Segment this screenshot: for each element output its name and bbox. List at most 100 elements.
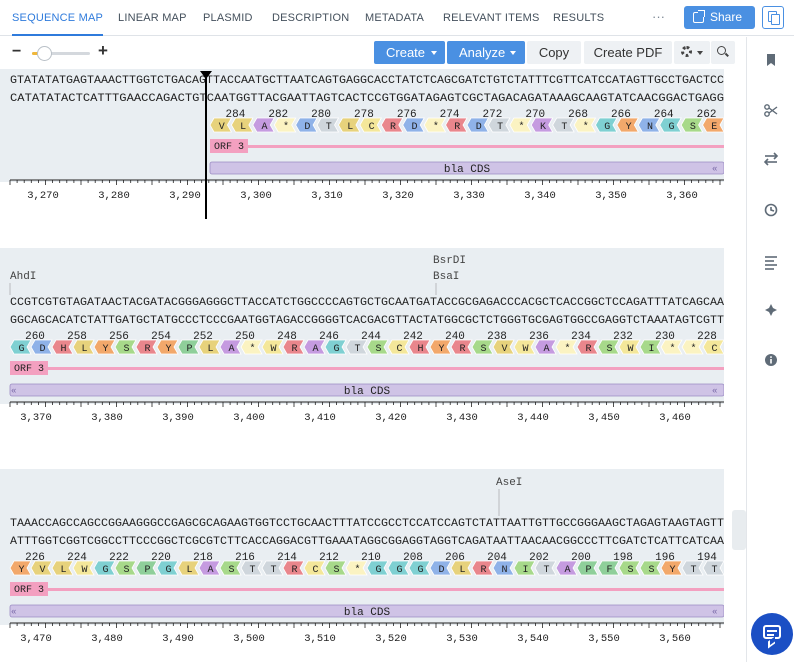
amino-acid: * [681, 339, 704, 355]
amino-acid: R [282, 560, 305, 576]
amino-acid-shape [573, 117, 597, 133]
aa-position-label: 220 [151, 552, 171, 564]
amino-acid-letter: N [501, 565, 507, 576]
amino-acid-shape [552, 117, 575, 133]
chat-support-button[interactable] [751, 613, 793, 655]
amino-acid-shape [429, 560, 452, 576]
analyze-dropdown-button[interactable]: Analyze [447, 41, 525, 64]
amino-acid: Y [616, 117, 640, 133]
amino-acid-letter: S [480, 344, 486, 355]
amino-acid: R [450, 339, 473, 355]
ruler-label: 3,290 [169, 190, 201, 202]
amino-acid-shape [252, 117, 275, 133]
ruler-label: 3,510 [304, 633, 336, 645]
amino-acid-letter: S [333, 565, 339, 576]
amino-acid-shape [93, 560, 116, 576]
tab-plasmid[interactable]: PLASMID [203, 12, 253, 24]
amino-acid: C [359, 117, 383, 133]
ruler-label: 3,430 [446, 412, 478, 424]
amino-acid-letter: R [390, 122, 396, 133]
info-icon[interactable] [765, 354, 777, 366]
amino-acid-letter: S [123, 565, 129, 576]
amino-acid-shape [618, 339, 641, 355]
tab-results[interactable]: RESULTS [553, 12, 605, 24]
amino-acid: H [51, 339, 74, 355]
amino-acid-letter: L [207, 344, 213, 355]
amino-acid-shape [324, 560, 347, 576]
amino-acid-letter: R [291, 565, 297, 576]
amino-acid-shape [380, 117, 404, 133]
ruler-label: 3,270 [27, 190, 59, 202]
tab-relevant-items[interactable]: RELEVANT ITEMS [443, 12, 540, 24]
history-icon[interactable] [764, 203, 778, 217]
amino-acid-shape [338, 117, 361, 133]
amino-acid-letter: D [411, 122, 417, 133]
amino-acid: T [240, 560, 263, 576]
zoom-slider-track[interactable] [32, 52, 90, 55]
amino-acid: S [680, 117, 704, 133]
amino-acid: S [114, 560, 137, 576]
map-scrollbar[interactable] [732, 510, 746, 550]
zoom-slider-handle[interactable] [36, 46, 52, 61]
cds-direction-arrow: « [712, 164, 717, 174]
amino-acid: Y [93, 339, 116, 355]
swap-icon[interactable] [763, 152, 779, 166]
scissors-icon[interactable] [764, 104, 778, 117]
amino-acid-shape [616, 117, 640, 133]
tab-sequence-map[interactable]: SEQUENCE MAP [12, 0, 104, 36]
amino-acid-shape [324, 339, 347, 355]
amino-acid-shape [345, 339, 368, 355]
orf-label-box [10, 361, 48, 375]
amino-acid-shape [429, 339, 452, 355]
row-3-background [0, 469, 724, 625]
tab-description[interactable]: DESCRIPTION [272, 12, 350, 24]
zoom-in-button[interactable]: + [98, 41, 108, 60]
share-button[interactable]: Share [684, 6, 755, 29]
aa-position-label: 240 [445, 331, 465, 343]
zoom-out-button[interactable]: − [12, 43, 22, 60]
ruler-label: 3,490 [162, 633, 194, 645]
bookmark-icon[interactable] [767, 54, 775, 66]
create-dropdown-button[interactable]: Create [374, 41, 445, 64]
amino-acid-letter: R [144, 344, 150, 355]
amino-acid: D [429, 560, 452, 576]
align-left-icon[interactable] [765, 256, 777, 270]
tab-metadata[interactable]: METADATA [365, 12, 425, 24]
sequence-map[interactable]: GTATATATGAGTAAACTTGGTCTGACAGTTACCAATGCTT… [0, 69, 724, 662]
target-icon[interactable] [765, 304, 777, 316]
orf-label: ORF 3 [214, 142, 244, 153]
amino-acid-letter: * [354, 564, 360, 576]
aa-position-label: 200 [571, 552, 591, 564]
duplicate-button[interactable] [762, 6, 784, 29]
tab-linear-map[interactable]: LINEAR MAP [118, 12, 187, 24]
copy-button[interactable]: Copy [527, 41, 581, 64]
amino-acid: L [450, 560, 473, 576]
amino-acid: D [30, 339, 53, 355]
aa-position-label: 194 [697, 552, 717, 564]
amino-acid-shape [576, 560, 599, 576]
amino-acid: L [230, 117, 254, 133]
sequence-map-canvas[interactable]: GTATATATGAGTAAACTTGGTCTGACAGTTACCAATGCTT… [0, 69, 724, 662]
amino-acid-letter: * [249, 343, 255, 355]
amino-acid: L [198, 339, 221, 355]
enzyme-label: AseI [496, 477, 522, 489]
amino-acid-letter: W [627, 344, 633, 355]
create-pdf-button[interactable]: Create PDF [584, 41, 672, 64]
amino-acid-letter: V [39, 565, 45, 576]
aa-position-label: 212 [319, 552, 339, 564]
amino-acid: S [597, 339, 620, 355]
amino-acid-shape [114, 339, 137, 355]
ruler-label: 3,460 [659, 412, 691, 424]
ruler-label: 3,560 [659, 633, 691, 645]
aa-position-label: 206 [445, 552, 465, 564]
ruler-label: 3,400 [233, 412, 265, 424]
amino-acid: E [702, 117, 724, 133]
amino-acid-letter: * [583, 121, 589, 133]
amino-acid-shape [135, 339, 158, 355]
amino-acid-letter: I [648, 344, 654, 355]
amino-acid-shape [492, 560, 515, 576]
more-menu-icon[interactable]: ··· [652, 9, 665, 24]
gear-icon [681, 46, 692, 57]
settings-dropdown-button[interactable] [674, 41, 710, 64]
